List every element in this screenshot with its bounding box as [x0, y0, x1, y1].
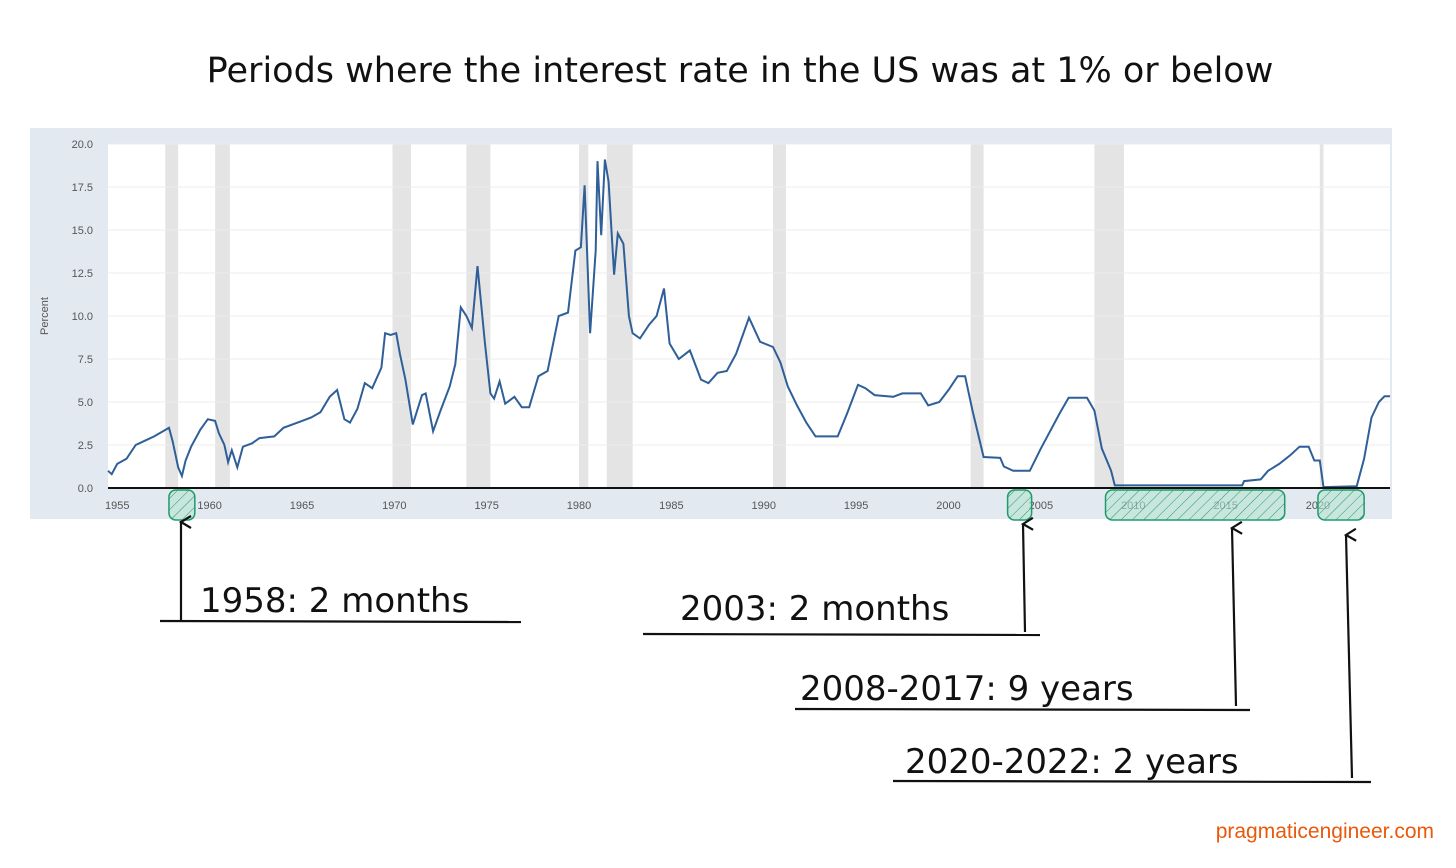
x-tick-label: 1965 [290, 500, 314, 512]
annotation-underline [892, 779, 1372, 784]
x-tick-label: 1960 [197, 500, 221, 512]
y-tick-label: 12.5 [72, 268, 93, 280]
annotation-label: 2008-2017: 9 years [800, 669, 1134, 709]
x-tick-label: 1990 [752, 500, 776, 512]
annotation-arrow [1232, 528, 1236, 707]
y-tick-label: 7.5 [78, 354, 93, 366]
y-tick-label: 15.0 [72, 225, 93, 237]
annotation-underline [159, 619, 522, 624]
annotation-arrow [1346, 535, 1352, 779]
annotation-label: 2003: 2 months [680, 589, 949, 629]
x-tick-label: 1970 [382, 500, 406, 512]
x-tick-label: 1975 [474, 500, 498, 512]
annotation-label: 2020-2022: 2 years [905, 742, 1239, 782]
x-tick-label: 1995 [844, 500, 868, 512]
low-rate-period-highlight [1317, 489, 1365, 521]
x-tick-label: 1985 [659, 500, 683, 512]
low-rate-period-highlight [1006, 489, 1033, 521]
x-tick-label: 2000 [936, 500, 960, 512]
footer-watermark: pragmaticengineer.com [1215, 820, 1434, 843]
y-axis-label: Percent [39, 297, 51, 335]
annotation-underline [794, 707, 1251, 712]
x-tick-label: 2005 [1029, 500, 1053, 512]
y-tick-label: 5.0 [78, 397, 93, 409]
y-tick-label: 20.0 [72, 139, 93, 151]
annotation-underline [642, 632, 1041, 637]
y-tick-label: 10.0 [72, 311, 93, 323]
annotation-label: 1958: 2 months [200, 581, 469, 621]
x-tick-label: 1955 [105, 500, 129, 512]
series-line [107, 159, 1390, 489]
low-rate-period-highlight [1104, 489, 1286, 521]
y-tick-label: 0.0 [78, 483, 93, 495]
low-rate-period-highlight [168, 489, 196, 521]
y-tick-label: 17.5 [72, 182, 93, 194]
x-tick-label: 1980 [567, 500, 591, 512]
annotation-arrow [1023, 524, 1025, 633]
chart-title: Periods where the interest rate in the U… [207, 51, 1274, 91]
y-tick-label: 2.5 [78, 440, 93, 452]
